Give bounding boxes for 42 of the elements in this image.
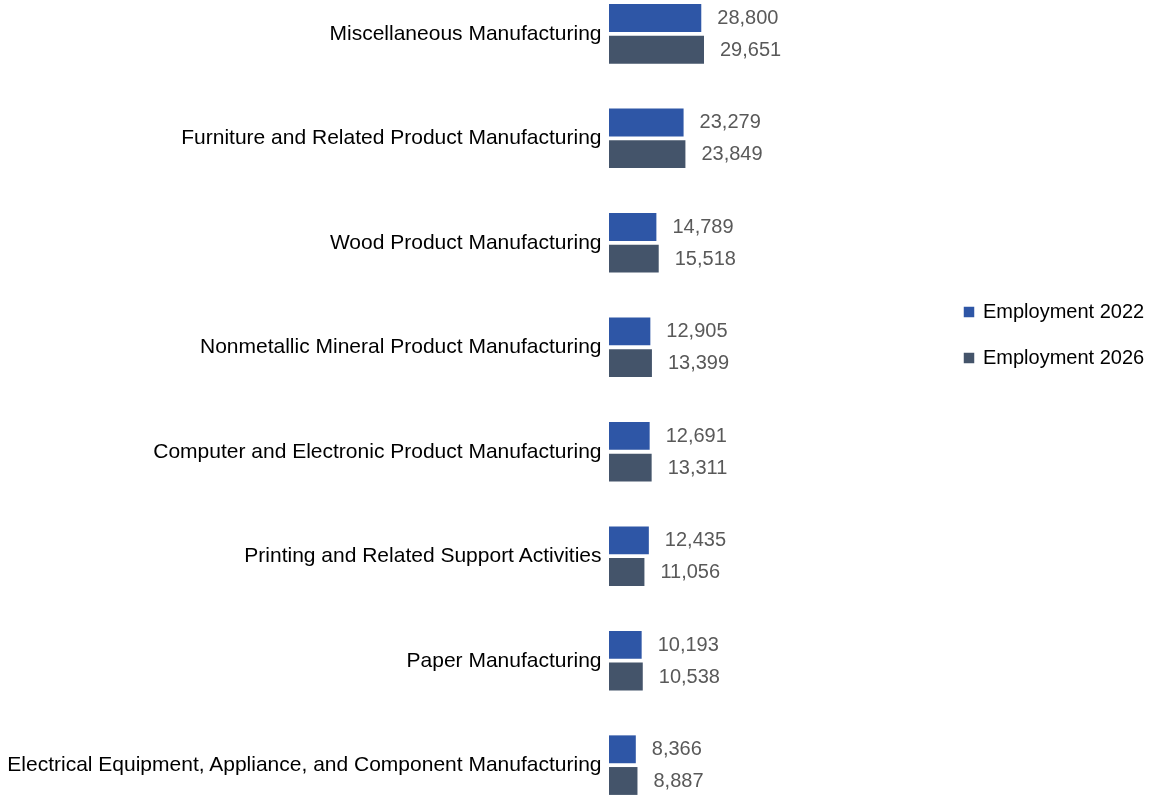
legend-label: Employment 2026	[983, 346, 1145, 368]
data-label: 28,800	[717, 6, 779, 29]
y-tick-label: Nonmetallic Mineral Product Manufacturing	[199, 334, 602, 358]
data-label: 13,311	[667, 455, 728, 478]
bar	[609, 630, 642, 659]
bar	[609, 526, 649, 555]
bar	[609, 108, 684, 137]
bar	[609, 767, 638, 795]
legend-label: Employment 2022	[983, 300, 1145, 322]
bar	[609, 349, 652, 378]
data-label: 14,789	[672, 214, 734, 237]
y-tick-label: Printing and Related Support Activities	[244, 543, 602, 567]
data-label: 23,849	[701, 142, 763, 165]
data-label: 8,366	[651, 737, 702, 760]
bar	[609, 35, 704, 64]
bar	[609, 558, 645, 586]
data-label: 11,056	[660, 560, 721, 583]
data-label: 12,691	[665, 423, 727, 446]
y-tick-label: Miscellaneous Manufacturing	[329, 20, 602, 44]
bar	[609, 4, 702, 32]
y-tick-label: Furniture and Related Product Manufacturing	[181, 125, 602, 149]
data-label: 12,905	[666, 319, 728, 342]
y-tick-label: Wood Product Manufacturing	[329, 229, 602, 253]
bar	[609, 317, 651, 346]
bar	[609, 735, 636, 764]
data-label: 15,518	[674, 246, 736, 269]
data-label: 10,193	[657, 632, 719, 655]
y-tick-label: Electrical Equipment, Appliance, and Component Manufacturing	[7, 752, 602, 776]
data-label: 10,538	[658, 664, 720, 687]
bar	[609, 421, 650, 450]
data-label: 23,279	[699, 110, 761, 133]
bar	[609, 244, 659, 273]
data-label: 13,399	[667, 351, 730, 374]
bar	[609, 453, 652, 482]
bar	[609, 140, 686, 169]
bar	[609, 213, 657, 241]
y-tick-label: Computer and Electronic Product Manufacturing	[153, 438, 602, 462]
data-label: 8,887	[653, 768, 704, 791]
data-label: 29,651	[720, 37, 782, 60]
y-tick-label: Paper Manufacturing	[406, 647, 602, 671]
data-label: 12,435	[664, 528, 727, 551]
bar	[609, 662, 643, 691]
